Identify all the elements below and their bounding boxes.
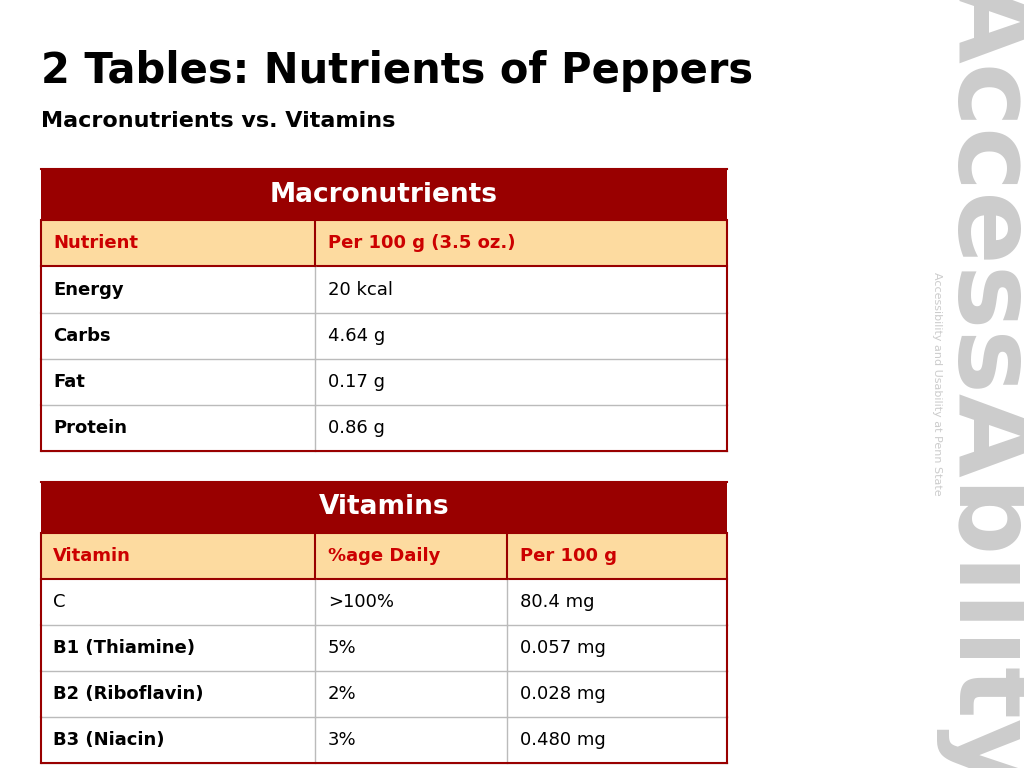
Text: Macronutrients: Macronutrients [270,182,498,207]
Text: Energy: Energy [53,280,124,299]
Text: B2 (Riboflavin): B2 (Riboflavin) [53,685,204,703]
Text: 4.64 g: 4.64 g [328,326,385,345]
Text: Per 100 g: Per 100 g [520,547,616,565]
Text: Fat: Fat [53,372,85,391]
Text: Vitamin: Vitamin [53,547,131,565]
Text: 5%: 5% [328,639,356,657]
Text: 0.028 mg: 0.028 mg [520,685,605,703]
Bar [41,671,727,717]
Text: Protein: Protein [53,419,127,437]
Text: 0.17 g: 0.17 g [328,372,385,391]
Text: 0.86 g: 0.86 g [328,419,385,437]
Bar [41,220,727,266]
Text: 0.057 mg: 0.057 mg [520,639,605,657]
Bar [41,220,727,266]
Text: Nutrient: Nutrient [53,234,138,253]
Text: B3 (Niacin): B3 (Niacin) [53,731,165,750]
Text: AccessAbility: AccessAbility [935,0,1024,768]
Text: Macronutrients vs. Vitamins: Macronutrients vs. Vitamins [41,111,395,131]
Text: >100%: >100% [328,593,393,611]
Bar [41,482,727,533]
Bar [41,625,727,671]
Bar [41,533,727,579]
Bar [41,359,727,405]
Text: Carbs: Carbs [53,326,111,345]
Bar [41,313,727,359]
Text: Per 100 g (3.5 oz.): Per 100 g (3.5 oz.) [328,234,515,253]
Text: 0.480 mg: 0.480 mg [520,731,605,750]
Text: 20 kcal: 20 kcal [328,280,392,299]
Bar [41,717,727,763]
Text: 3%: 3% [328,731,356,750]
Text: 2%: 2% [328,685,356,703]
Text: C: C [53,593,66,611]
Text: Vitamins: Vitamins [318,495,450,520]
Bar [41,533,727,579]
Text: %age Daily: %age Daily [328,547,440,565]
Text: 80.4 mg: 80.4 mg [520,593,594,611]
Text: Accessibility and Usability at Penn State: Accessibility and Usability at Penn Stat… [932,272,942,496]
Bar [41,266,727,313]
Bar [41,405,727,451]
Text: 2 Tables: Nutrients of Peppers: 2 Tables: Nutrients of Peppers [41,50,753,92]
Bar [41,169,727,220]
Text: B1 (Thiamine): B1 (Thiamine) [53,639,196,657]
Bar [41,579,727,625]
